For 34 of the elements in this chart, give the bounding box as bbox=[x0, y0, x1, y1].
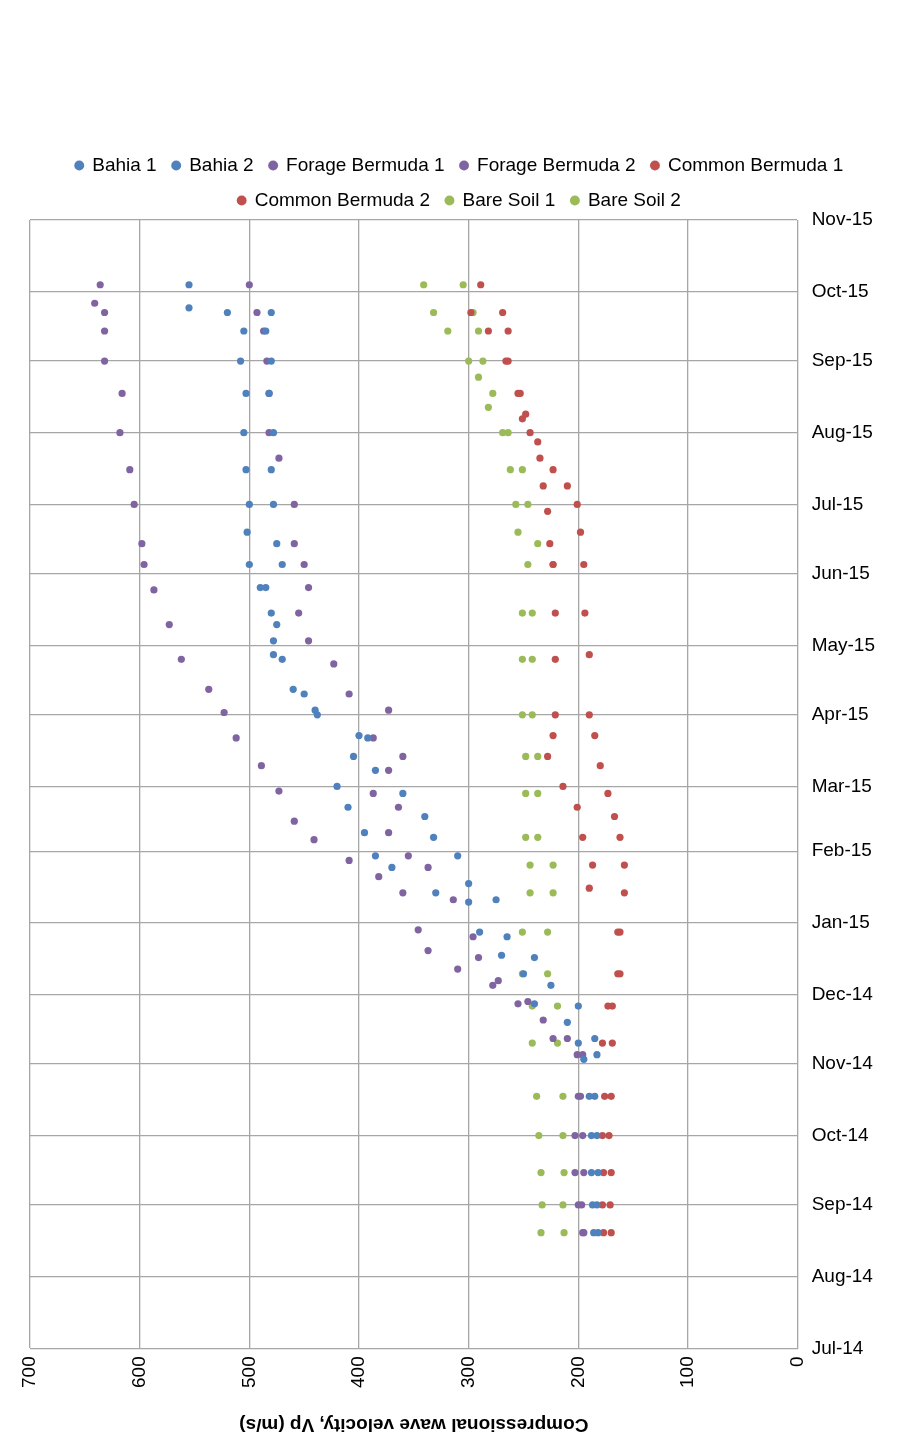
y-tick-label: Sep-14 bbox=[811, 1193, 874, 1215]
x-tick-label: 400 bbox=[347, 1356, 369, 1388]
y-tick-label: Nov-15 bbox=[811, 208, 873, 230]
y-tick-label: Apr-15 bbox=[811, 703, 869, 725]
y-tick-label: Aug-14 bbox=[811, 1264, 874, 1286]
y-tick-label: Dec-14 bbox=[811, 982, 874, 1004]
x-tick-label: 700 bbox=[18, 1356, 40, 1388]
legend-label: Bahia 2 bbox=[189, 153, 254, 175]
y-tick-label: Jul-15 bbox=[811, 492, 864, 514]
legend-label: Forage Bermuda 1 bbox=[286, 153, 445, 175]
y-tick-label: Oct-15 bbox=[811, 279, 869, 301]
x-tick-label: 100 bbox=[676, 1356, 698, 1388]
y-tick-label: Jan-15 bbox=[811, 911, 870, 933]
legend-label: Bare Soil 1 bbox=[462, 188, 556, 210]
x-tick-label: 200 bbox=[566, 1356, 588, 1388]
legend-label: Forage Bermuda 2 bbox=[477, 153, 636, 175]
legend-label: Common Bermuda 1 bbox=[667, 153, 844, 175]
y-tick-label: Jul-14 bbox=[811, 1336, 864, 1358]
x-tick-label: 0 bbox=[785, 1356, 807, 1367]
x-axis-title: Compressional wave velocity, Vp (m/s) bbox=[239, 1414, 589, 1436]
y-tick-label: Mar-15 bbox=[811, 774, 872, 796]
legend-label: Bare Soil 2 bbox=[587, 188, 681, 210]
y-tick-label: Sep-15 bbox=[811, 349, 873, 371]
y-tick-label: Jun-15 bbox=[811, 561, 870, 583]
y-tick-label: Feb-15 bbox=[811, 839, 872, 861]
x-tick-label: 600 bbox=[127, 1356, 149, 1388]
x-tick-label: 300 bbox=[456, 1356, 478, 1388]
legend-label: Common Bermuda 2 bbox=[254, 188, 430, 210]
y-tick-label: Aug-15 bbox=[811, 420, 873, 442]
legend-label: Bahia 1 bbox=[92, 153, 157, 175]
x-tick-label: 500 bbox=[237, 1356, 259, 1388]
y-tick-label: Oct-14 bbox=[811, 1123, 870, 1145]
y-tick-label: Nov-14 bbox=[811, 1052, 874, 1074]
y-tick-label: May-15 bbox=[811, 633, 875, 655]
